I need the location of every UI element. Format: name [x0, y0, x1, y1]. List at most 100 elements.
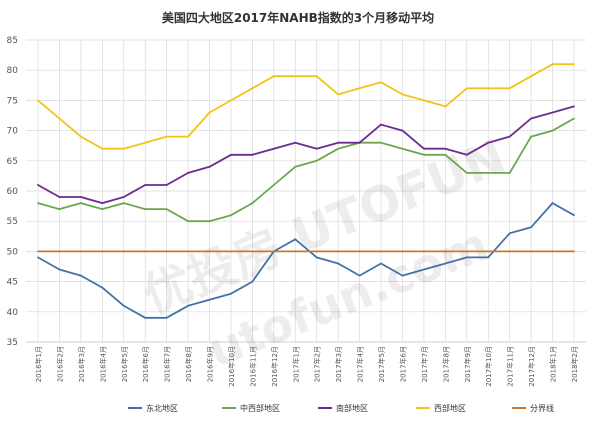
- chart-title: 美国四大地区2017年NAHB指数的3个月移动平均: [162, 10, 434, 25]
- data-point: [573, 250, 575, 253]
- data-point: [358, 250, 361, 253]
- data-point: [144, 184, 147, 186]
- data-point: [423, 99, 425, 102]
- data-point: [487, 171, 490, 174]
- data-point: [401, 93, 404, 96]
- data-point: [465, 256, 468, 259]
- legend-label: 西部地区: [434, 403, 466, 413]
- data-point: [122, 196, 125, 198]
- data-point: [444, 105, 447, 108]
- data-point: [551, 111, 554, 114]
- data-point: [337, 93, 340, 96]
- data-point: [144, 141, 147, 144]
- data-point: [58, 250, 61, 253]
- data-point: [508, 232, 511, 235]
- x-tick-label: 2016年8月: [184, 346, 193, 382]
- data-point: [294, 238, 297, 241]
- data-point: [315, 75, 318, 78]
- data-point: [144, 316, 147, 319]
- data-point: [165, 135, 168, 138]
- data-point: [551, 250, 554, 253]
- data-point: [208, 165, 211, 168]
- data-point: [337, 262, 340, 265]
- data-point: [358, 274, 361, 277]
- data-point: [208, 250, 211, 253]
- y-tick-label: 70: [7, 127, 19, 137]
- data-point: [251, 280, 254, 283]
- y-axis-ticks: 35 40 45 50 55 60 65 70 75 80 85: [7, 36, 19, 348]
- series-line-2: [37, 105, 575, 205]
- data-point: [37, 99, 39, 102]
- data-point: [79, 196, 82, 198]
- x-tick-label: 2017年12月: [527, 346, 536, 387]
- data-point: [208, 111, 211, 114]
- data-point: [58, 196, 61, 198]
- data-point: [230, 292, 232, 295]
- x-tick-label: 2017年3月: [334, 346, 343, 382]
- data-point: [122, 147, 125, 150]
- data-point: [79, 250, 82, 253]
- data-point: [487, 87, 490, 90]
- data-point: [358, 141, 361, 144]
- data-point: [165, 316, 168, 319]
- data-point: [401, 129, 404, 132]
- x-tick-label: 2018年1月: [549, 346, 558, 382]
- data-point: [465, 171, 468, 174]
- data-point: [380, 81, 382, 84]
- data-point: [380, 123, 382, 126]
- data-point: [315, 256, 318, 259]
- data-point: [444, 262, 447, 265]
- data-point: [294, 165, 297, 168]
- data-point: [37, 256, 39, 259]
- x-tick-label: 2017年10月: [484, 346, 493, 387]
- data-point: [487, 250, 490, 253]
- data-point: [530, 75, 533, 78]
- data-point: [37, 202, 39, 204]
- data-point: [294, 141, 297, 144]
- data-point: [272, 250, 275, 253]
- data-point: [573, 105, 575, 108]
- x-tick-label: 2016年10月: [227, 346, 236, 387]
- data-point: [122, 202, 125, 204]
- data-point: [122, 304, 125, 307]
- data-point: [423, 147, 425, 150]
- y-tick-label: 75: [7, 96, 18, 106]
- legend: 东北地区 中西部地区 南部地区 西部地区 分界线: [128, 403, 554, 413]
- x-tick-label: 2016年3月: [77, 346, 86, 382]
- data-point: [122, 250, 125, 253]
- data-point: [272, 147, 275, 150]
- legend-label: 东北地区: [146, 403, 178, 413]
- data-point: [444, 153, 447, 156]
- data-point: [380, 262, 382, 265]
- data-point: [487, 256, 490, 259]
- x-tick-label: 2016年7月: [163, 346, 172, 382]
- legend-label: 分界线: [530, 403, 554, 413]
- series-lines: [37, 63, 575, 319]
- x-tick-label: 2017年9月: [463, 346, 472, 382]
- data-point: [315, 250, 318, 253]
- data-point: [294, 250, 297, 253]
- data-point: [37, 184, 39, 186]
- data-point: [230, 214, 232, 217]
- data-point: [380, 141, 382, 144]
- data-point: [58, 208, 61, 211]
- data-point: [444, 250, 447, 253]
- data-point: [101, 202, 104, 204]
- legend-label: 中西部地区: [240, 403, 280, 413]
- data-point: [101, 250, 104, 253]
- y-tick-label: 40: [7, 308, 19, 318]
- data-point: [187, 171, 189, 174]
- data-point: [187, 250, 189, 253]
- data-point: [465, 87, 468, 90]
- data-point: [251, 87, 254, 90]
- data-point: [337, 250, 340, 253]
- data-point: [573, 214, 575, 217]
- y-tick-label: 85: [7, 36, 18, 46]
- x-tick-label: 2016年9月: [206, 346, 215, 382]
- x-tick-label: 2016年12月: [270, 346, 279, 387]
- data-point: [230, 250, 232, 253]
- series-line-0: [37, 202, 575, 319]
